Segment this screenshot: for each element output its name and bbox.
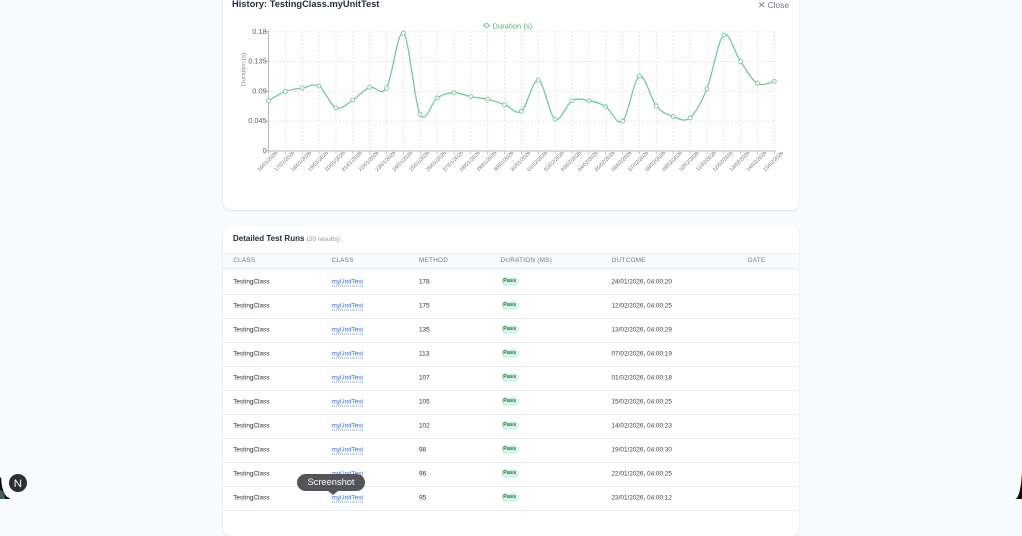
- svg-text:0: 0: [263, 146, 267, 155]
- svg-text:0.09: 0.09: [252, 86, 266, 95]
- svg-text:Duration (s): Duration (s): [493, 21, 533, 30]
- svg-text:15/02/2026 04:00: 15/02/2026 04:00: [762, 140, 795, 173]
- svg-text:0.045: 0.045: [248, 116, 267, 125]
- svg-text:Duration (s): Duration (s): [240, 53, 247, 86]
- svg-text:0.135: 0.135: [248, 57, 267, 66]
- svg-text:0.18: 0.18: [252, 27, 266, 36]
